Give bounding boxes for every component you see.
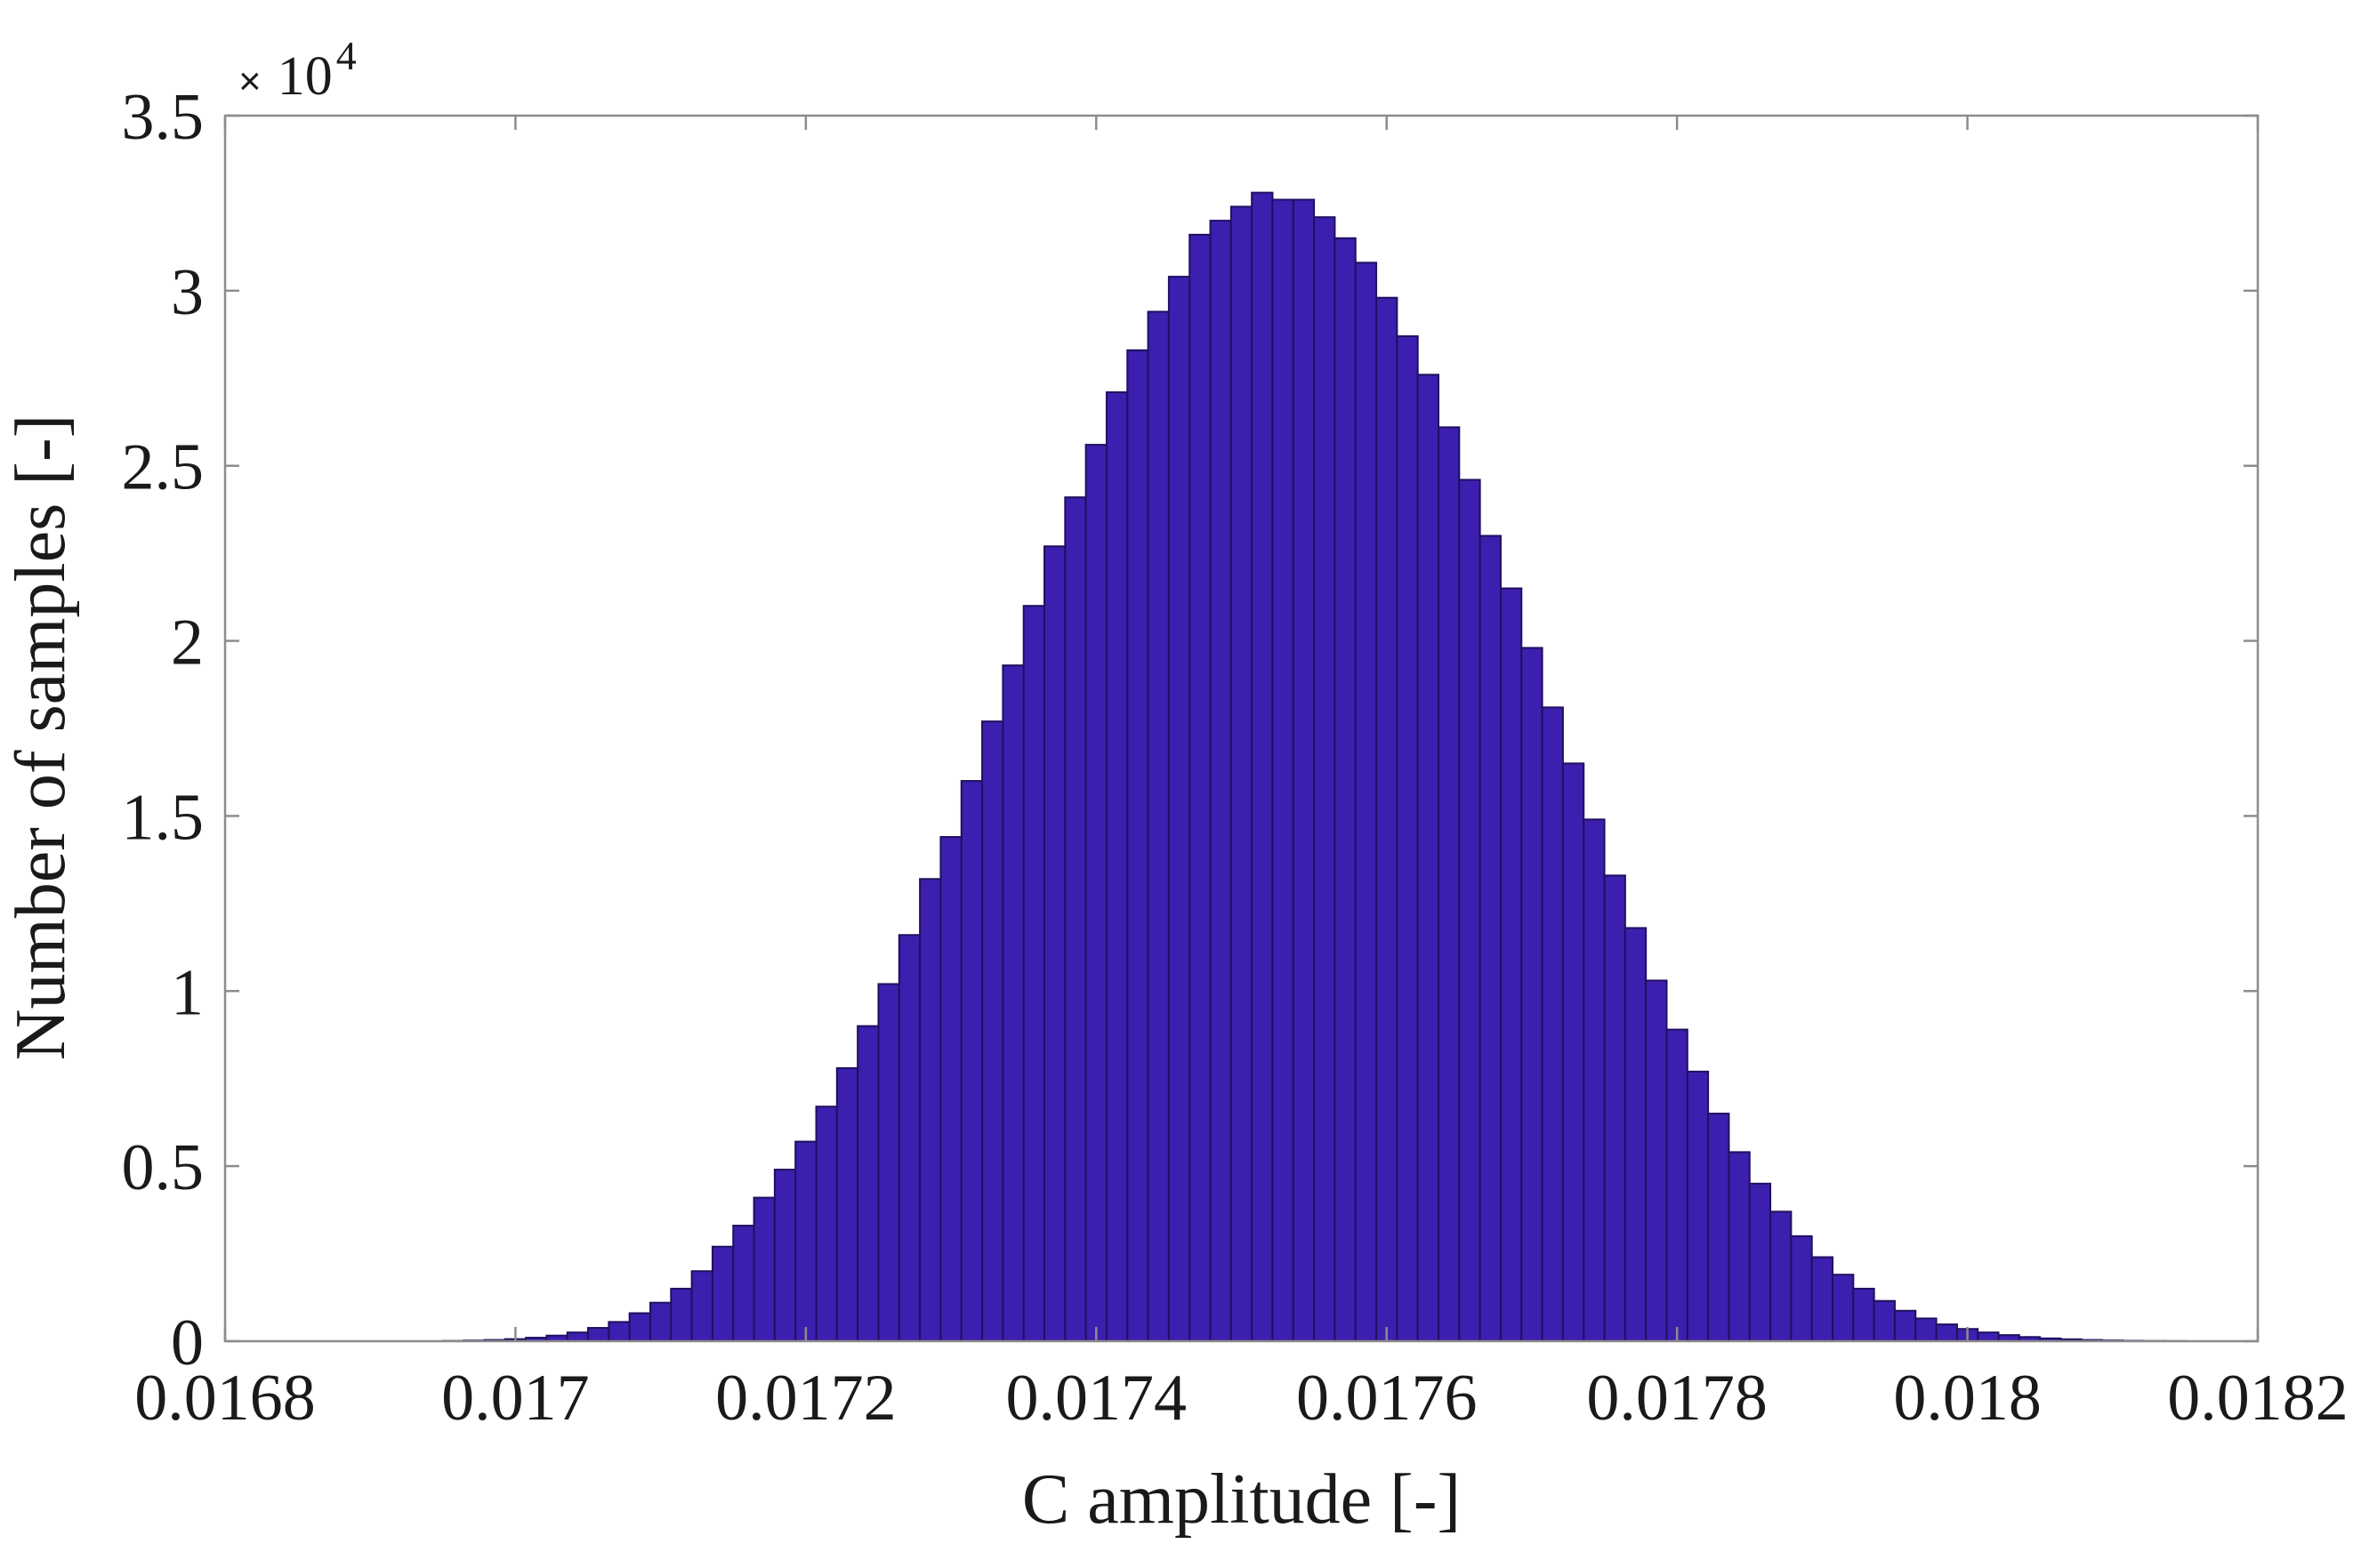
histogram-bar	[650, 1303, 671, 1341]
histogram-bar	[1065, 497, 1085, 1341]
histogram-bar	[588, 1328, 608, 1341]
histogram-bar	[1978, 1332, 1998, 1341]
histogram-bar	[962, 781, 982, 1341]
x-tick-label: 0.0176	[1296, 1362, 1478, 1435]
histogram-bar	[1688, 1072, 1708, 1341]
histogram-bar	[1438, 427, 1459, 1341]
y-tick-label: 1.5	[122, 781, 205, 854]
histogram-bar	[1314, 217, 1334, 1341]
histogram-bar	[1231, 206, 1252, 1341]
histogram-bar	[1915, 1318, 1936, 1341]
histogram-bar	[795, 1142, 816, 1341]
histogram-bar	[1937, 1324, 1957, 1341]
x-tick-label: 0.0178	[1586, 1362, 1768, 1435]
y-tick-label: 3	[171, 256, 204, 329]
histogram-bar	[1708, 1114, 1728, 1341]
histogram-bar	[775, 1170, 795, 1341]
x-tick-label: 0.0172	[715, 1362, 897, 1435]
histogram-bar	[1356, 262, 1376, 1341]
y-tick-label: 0	[171, 1307, 204, 1379]
histogram-bar	[1459, 479, 1479, 1341]
histogram-bar	[1646, 980, 1666, 1341]
y-tick-label: 1	[171, 956, 204, 1029]
histogram-bar	[1003, 665, 1023, 1341]
histogram-bar	[858, 1026, 878, 1341]
histogram-bar	[1750, 1184, 1770, 1341]
histogram-bar	[608, 1322, 629, 1341]
histogram-bar	[1418, 374, 1438, 1341]
histogram-bar	[1044, 546, 1065, 1341]
histogram-bar	[1521, 647, 1542, 1341]
x-tick-label: 0.0168	[134, 1362, 316, 1435]
histogram-bar	[1583, 819, 1604, 1341]
histogram-bar	[1272, 199, 1293, 1341]
histogram-bar	[1086, 445, 1107, 1341]
histogram-bar	[878, 984, 898, 1341]
histogram-bar	[1770, 1211, 1791, 1341]
y-axis-title: Number of samples [-]	[2, 414, 80, 1060]
histogram-bar	[1334, 238, 1355, 1341]
histogram-bar	[1833, 1275, 1853, 1341]
exponent-times-sign: ×	[238, 60, 262, 103]
histogram-bar	[1107, 392, 1127, 1341]
histogram-bar	[630, 1314, 650, 1341]
histogram-bar	[568, 1332, 588, 1341]
y-tick-label: 2.5	[122, 431, 205, 504]
x-tick-label: 0.0174	[1006, 1362, 1188, 1435]
histogram-bar	[899, 935, 920, 1341]
y-tick-label: 3.5	[122, 81, 205, 154]
histogram-bar	[671, 1289, 691, 1341]
histogram-bar	[1480, 535, 1501, 1341]
histogram-bar	[982, 721, 1003, 1341]
histogram-bar	[1666, 1030, 1687, 1341]
exponent-base: 10	[278, 46, 333, 107]
histogram-bar	[1543, 707, 1563, 1341]
histogram-bar	[1625, 928, 1646, 1341]
histogram-bar	[1501, 589, 1521, 1341]
histogram-bar	[1605, 875, 1625, 1341]
bars-layer	[443, 193, 2186, 1341]
histogram-bar	[1397, 336, 1417, 1341]
histogram-bar	[754, 1198, 775, 1341]
histogram-bar	[1148, 311, 1169, 1341]
histogram-bar	[1211, 221, 1231, 1341]
histogram-bar	[1853, 1289, 1873, 1341]
y-tick-label: 0.5	[122, 1131, 205, 1204]
histogram-bar	[692, 1271, 713, 1341]
x-tick-label: 0.018	[1893, 1362, 2042, 1435]
histogram-bar	[920, 879, 940, 1341]
x-tick-label: 0.017	[441, 1362, 590, 1435]
y-tick-label: 2	[171, 607, 204, 679]
histogram-bar	[1024, 606, 1044, 1341]
x-axis-title: C amplitude [-]	[1022, 1460, 1461, 1539]
histogram-bar	[1728, 1152, 1749, 1341]
exponent-power: 4	[336, 33, 357, 78]
histogram-bar	[1127, 350, 1148, 1341]
x-tick-label: 0.0182	[2167, 1362, 2349, 1435]
histogram-bar	[940, 837, 961, 1341]
y-axis-exponent: × 10 4	[238, 33, 357, 107]
histogram-bar	[1189, 235, 1210, 1341]
histogram-bar	[1812, 1258, 1833, 1341]
histogram-bar	[1252, 193, 1272, 1341]
histogram-bar	[713, 1247, 733, 1341]
histogram-bar	[837, 1068, 858, 1341]
histogram-bar	[1293, 199, 1314, 1341]
histogram-bar	[817, 1106, 837, 1341]
histogram-bar	[1895, 1311, 1915, 1341]
histogram-bar	[1874, 1301, 1895, 1341]
histogram-bar	[1563, 763, 1583, 1341]
histogram-bar	[1791, 1236, 1811, 1341]
histogram-bar	[1169, 277, 1189, 1341]
histogram-bar	[733, 1226, 753, 1341]
histogram-bar	[1376, 298, 1397, 1341]
